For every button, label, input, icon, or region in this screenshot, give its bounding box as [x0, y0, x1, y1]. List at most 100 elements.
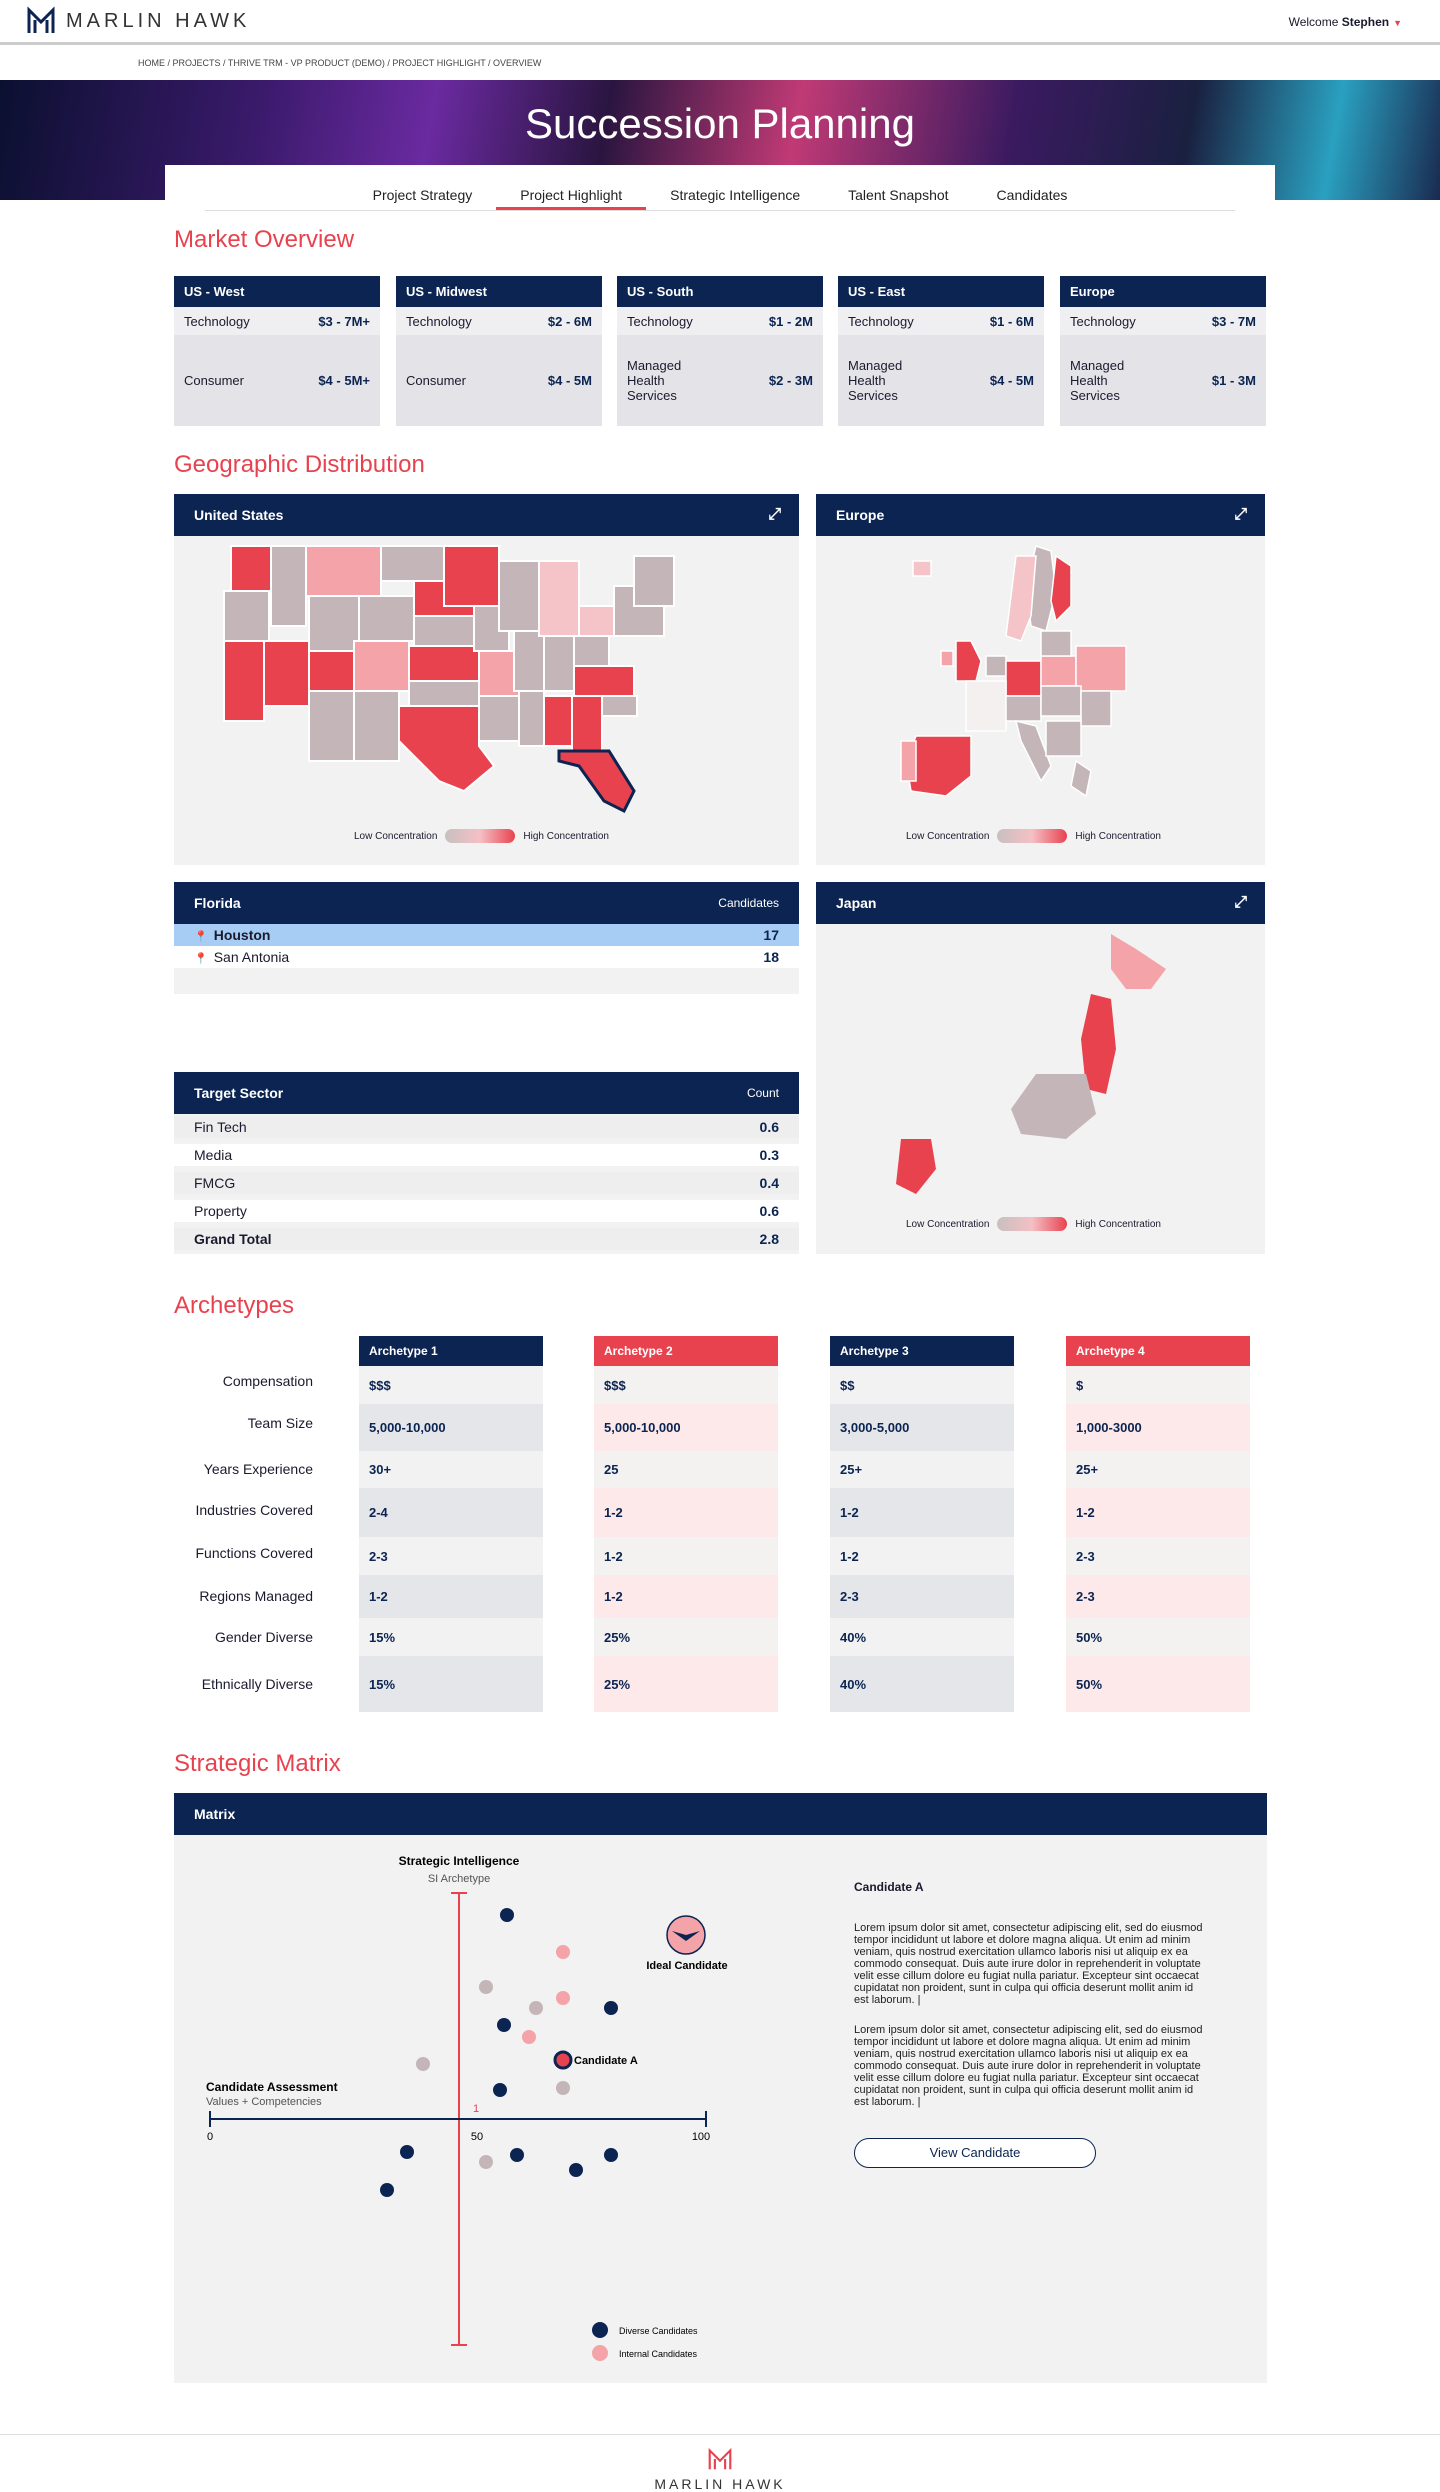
tab-strategic-intelligence[interactable]: Strategic Intelligence	[670, 187, 801, 203]
sector-label: Technology	[184, 313, 250, 329]
archetype-row-label: Ethnically Diverse	[201, 1676, 313, 1692]
matrix-chart: Strategic Intelligence SI Archetype 1 0 …	[206, 1854, 728, 2361]
ideal-candidate-icon[interactable]	[666, 1915, 706, 1955]
salary-range: $4 - 5M	[989, 373, 1034, 388]
market-row: Technology $3 - 7M	[1060, 307, 1266, 335]
list-item[interactable]: 📍 Houston 17	[174, 924, 799, 946]
archetype-value: 1,000-3000	[1066, 1404, 1250, 1451]
japan-map-title: Japan	[836, 895, 877, 911]
expand-icon[interactable]: ⤢	[768, 506, 781, 523]
location-count: 18	[763, 949, 779, 965]
market-card-title: US - West	[174, 276, 380, 307]
europe-map-title: Europe	[836, 507, 885, 523]
diverse-candidate-point[interactable]	[510, 2148, 524, 2162]
expand-icon[interactable]: ⤢	[1234, 506, 1247, 523]
salary-range: $1 - 3M	[1211, 373, 1256, 388]
user-menu[interactable]: Welcome Stephen ▼	[1289, 15, 1402, 29]
internal-candidate-point[interactable]	[556, 2081, 570, 2095]
internal-candidate-point[interactable]	[522, 2030, 536, 2044]
market-card-title: US - Midwest	[396, 276, 602, 307]
archetype-column: Archetype 4 $1,000-3000 25+ 1-2 2-3 2-3 50% 50%	[1066, 1336, 1250, 1716]
tab-talent-snapshot[interactable]: Talent Snapshot	[848, 187, 949, 203]
internal-candidate-point[interactable]	[479, 1980, 493, 1994]
location-count: 17	[763, 927, 779, 943]
us-map-panel: United States ⤢	[174, 494, 799, 865]
breadcrumb[interactable]: HOME / PROJECTS / THRIVE TRM - VP PRODUC…	[138, 58, 542, 68]
salary-range: $2 - 3M	[768, 373, 813, 388]
candidate-a-point[interactable]	[553, 2050, 573, 2070]
tab-bar: Project Strategy Project Highlight Strat…	[165, 165, 1275, 215]
diverse-candidate-point[interactable]	[604, 2001, 618, 2015]
us-map[interactable]	[174, 536, 799, 826]
x-axis-subtitle: Values + Competencies	[206, 2096, 322, 2108]
legend-gradient	[445, 829, 516, 843]
diverse-candidate-point[interactable]	[400, 2145, 414, 2159]
archetype-value: 3,000-5,000	[830, 1404, 1014, 1451]
archetype-value: 1-2	[594, 1488, 778, 1537]
salary-range: $1 - 6M	[989, 313, 1034, 329]
salary-range: $4 - 5M+	[318, 373, 370, 388]
y-axis-title: Strategic Intelligence	[399, 1854, 520, 1868]
diverse-candidate-point[interactable]	[604, 2148, 618, 2162]
europe-map[interactable]	[816, 536, 1265, 826]
market-card: US - Midwest Technology $2 - 6M Consumer $…	[396, 276, 602, 426]
market-row: Technology $1 - 2M	[617, 307, 823, 335]
florida-col-header: Candidates	[718, 896, 779, 910]
archetype-value: 50%	[1066, 1618, 1250, 1656]
market-card-title: US - South	[617, 276, 823, 307]
japan-map-legend: Low Concentration High Concentration	[906, 1217, 1161, 1231]
archetype-value: 40%	[830, 1618, 1014, 1656]
archetype-row-label: Regions Managed	[199, 1588, 313, 1604]
archetype-value: 2-3	[830, 1575, 1014, 1618]
diverse-candidate-point[interactable]	[497, 2018, 511, 2032]
archetype-value: $$	[830, 1366, 1014, 1404]
table-row: Property 0.6	[174, 1200, 799, 1222]
internal-candidate-point[interactable]	[479, 2155, 493, 2169]
market-row: Managed Health Services $4 - 5M	[838, 335, 1044, 426]
matrix-header: Matrix	[174, 1793, 1267, 1835]
legend-low: Low Concentration	[906, 1218, 990, 1230]
table-row: Fin Tech 0.6	[174, 1116, 799, 1138]
candidate-points[interactable]	[380, 1908, 618, 2197]
location-name: San Antonia	[213, 949, 290, 965]
diverse-candidate-point[interactable]	[380, 2183, 394, 2197]
us-map-legend: Low Concentration High Concentration	[354, 829, 609, 843]
diverse-candidate-point[interactable]	[569, 2163, 583, 2177]
view-candidate-button[interactable]: View Candidate	[854, 2138, 1096, 2168]
archetype-value: 1-2	[594, 1537, 778, 1575]
internal-candidate-point[interactable]	[556, 1945, 570, 1959]
internal-legend-swatch	[592, 2345, 608, 2361]
tab-candidates[interactable]: Candidates	[996, 187, 1068, 203]
florida-panel: Florida Candidates 📍 Houston 17 📍 San Antoni…	[174, 882, 799, 994]
brand-logo[interactable]: MARLIN HAWK	[26, 6, 250, 36]
tab-project-highlight[interactable]: Project Highlight	[496, 165, 647, 210]
archetype-row-label: Years Experience	[203, 1461, 313, 1477]
sector-name: Media	[194, 1147, 233, 1163]
location-name: Houston	[213, 927, 271, 943]
legend-internal: Internal Candidates	[619, 2349, 698, 2359]
internal-candidate-point[interactable]	[416, 2057, 430, 2071]
florida-title: Florida	[194, 895, 241, 911]
internal-candidate-point[interactable]	[529, 2001, 543, 2015]
diverse-candidate-point[interactable]	[500, 1908, 514, 1922]
candidate-detail-text-2: Lorem ipsum dolor sit amet, consectetur …	[854, 2024, 1203, 2108]
archetype-row-label: Industries Covered	[195, 1502, 313, 1518]
list-item[interactable]: 📍 San Antonia 18	[174, 946, 799, 968]
archetype-value: 1-2	[830, 1488, 1014, 1537]
archetype-value: 1-2	[830, 1537, 1014, 1575]
sector-header: Target Sector Count	[174, 1072, 799, 1114]
salary-range: $2 - 6M	[547, 313, 592, 329]
japan-map[interactable]	[816, 924, 1265, 1214]
europe-map-panel: Europe ⤢ Low Concentration High Concentrat…	[816, 494, 1265, 865]
expand-icon[interactable]: ⤢	[1234, 894, 1247, 911]
sector-label: Technology	[1070, 313, 1136, 329]
location-pin-icon: 📍	[194, 953, 208, 965]
internal-candidate-point[interactable]	[556, 1991, 570, 2005]
user-name: Stephen	[1341, 15, 1390, 29]
market-row: Consumer $4 - 5M+	[174, 335, 380, 426]
sector-label: Managed Health Services	[1070, 358, 1125, 403]
diverse-candidate-point[interactable]	[493, 2083, 507, 2097]
tab-project-strategy[interactable]: Project Strategy	[372, 187, 473, 203]
legend-high: High Concentration	[1075, 830, 1161, 842]
sector-label: Technology	[406, 313, 472, 329]
